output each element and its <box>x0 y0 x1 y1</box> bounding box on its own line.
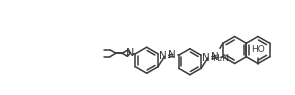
Text: N: N <box>211 52 219 62</box>
Text: N: N <box>168 50 176 60</box>
Text: N: N <box>126 48 135 58</box>
Text: HO: HO <box>251 46 265 55</box>
Text: N: N <box>202 53 210 63</box>
Text: N: N <box>159 51 167 61</box>
Text: H₂N: H₂N <box>212 54 230 63</box>
